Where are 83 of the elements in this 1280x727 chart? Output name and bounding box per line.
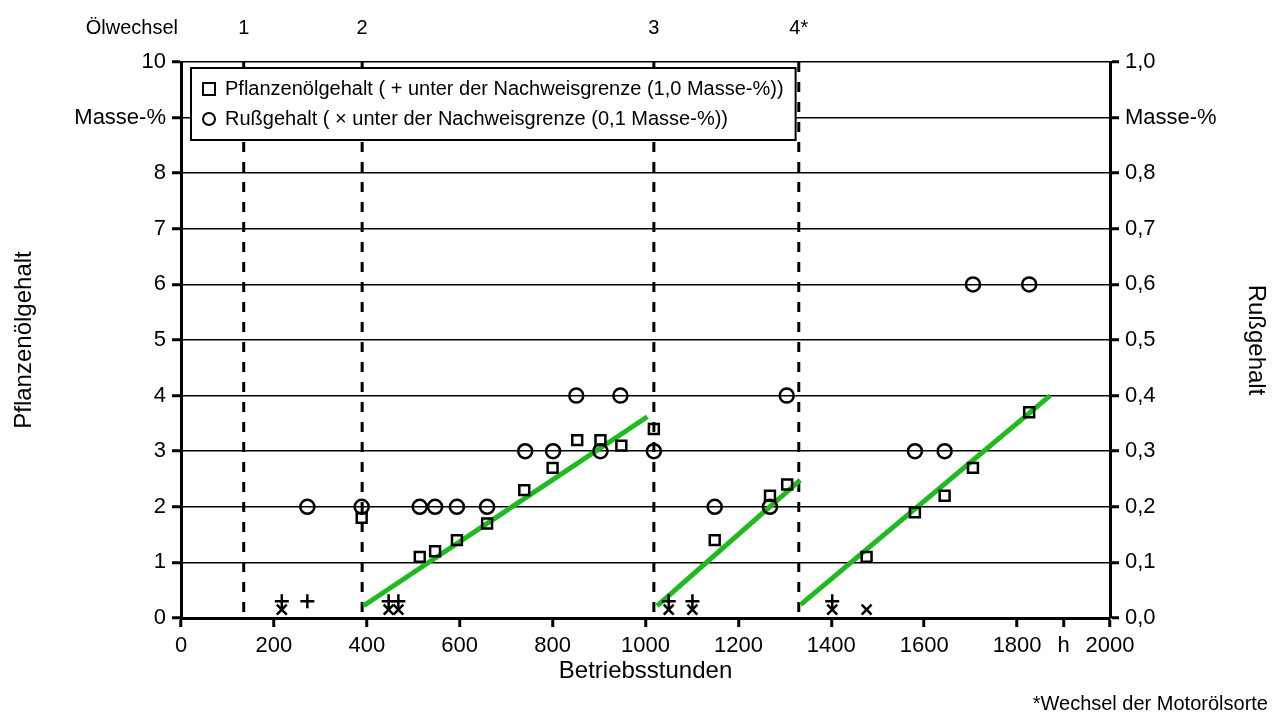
- point: [1022, 406, 1036, 419]
- point: [860, 603, 873, 616]
- y2-tick-label: Masse-%: [1125, 103, 1217, 129]
- text: Ölwechsel: [85, 15, 178, 38]
- x-tick-label: 600: [441, 632, 479, 658]
- point: [908, 506, 922, 519]
- point: [938, 489, 951, 502]
- y2-tick-label: 0,2: [1125, 492, 1156, 518]
- y-tick-label: 3: [153, 437, 166, 463]
- y2-axis-title: Rußgehalt: [1243, 284, 1271, 396]
- point: [571, 433, 584, 447]
- point: [518, 483, 531, 497]
- point: [592, 442, 609, 460]
- x-tick-label: 400: [348, 632, 386, 658]
- x-axis-title: Betriebsstunden: [558, 656, 733, 684]
- y2-tick-label: 0,3: [1125, 437, 1156, 463]
- y-tick-label: 4: [153, 381, 166, 407]
- x-tick-label: h: [1057, 632, 1070, 658]
- text: 2: [356, 15, 368, 38]
- legend-label: Rußgehalt ( × unter der Nachweisgrenze (0,1 Masse-%)): [225, 106, 728, 129]
- point: [299, 498, 316, 516]
- text: 1: [238, 15, 250, 38]
- y-tick-label: 0: [153, 604, 166, 630]
- point: [594, 433, 607, 447]
- y-tick-label: 8: [153, 159, 166, 185]
- y2-tick-label: 0,8: [1125, 159, 1156, 185]
- text: 3: [648, 15, 660, 38]
- point: [1020, 276, 1038, 293]
- y2-tick-label: 1,0: [1125, 48, 1156, 74]
- text: *Wechsel der Motorölsorte: [1032, 691, 1268, 714]
- x-tick-label: 1400: [806, 632, 856, 658]
- point: [426, 498, 444, 516]
- y-tick-label: 1: [153, 548, 166, 574]
- point: [778, 387, 795, 404]
- y2-tick-label: 0,1: [1125, 548, 1156, 574]
- point: [428, 545, 442, 558]
- point: [355, 511, 368, 525]
- point: [966, 461, 980, 475]
- point: [763, 489, 777, 502]
- x-tick-label: 1800: [992, 632, 1042, 658]
- point: [936, 442, 953, 460]
- point: [546, 461, 559, 475]
- y-tick-label: 5: [153, 326, 166, 352]
- x-tick-label: 200: [255, 632, 293, 658]
- point: [516, 442, 534, 460]
- text: 4*: [789, 15, 809, 38]
- point: [780, 478, 794, 491]
- y-axis-title: Pflanzenölgehalt: [9, 250, 37, 429]
- point: [906, 442, 924, 460]
- legend-label: Pflanzenölgehalt ( + unter der Nachweisgrenze (1,0 Masse-%)): [225, 76, 784, 99]
- x-tick-label: 0: [174, 632, 188, 658]
- y-tick-label: 6: [153, 270, 166, 296]
- point: [708, 533, 721, 547]
- y2-tick-label: 0,5: [1125, 326, 1156, 352]
- point: [353, 498, 370, 516]
- point: [568, 387, 585, 404]
- point: [450, 533, 464, 547]
- point: [615, 439, 628, 452]
- x-tick-label: 1000: [621, 632, 670, 658]
- point: [448, 498, 466, 516]
- point: [480, 517, 494, 530]
- x-tick-label: 2000: [1085, 632, 1135, 658]
- x-tick-label: 1200: [713, 632, 763, 658]
- point: [647, 422, 661, 436]
- y-tick-label: 2: [153, 492, 166, 518]
- y2-tick-label: 0,4: [1125, 381, 1156, 407]
- x-tick-label: 800: [534, 632, 571, 658]
- point: [478, 498, 496, 516]
- point: [964, 276, 982, 293]
- point: [544, 442, 562, 460]
- y2-tick-label: 0,0: [1125, 604, 1156, 630]
- point: [645, 442, 663, 460]
- y2-tick-label: 0,7: [1125, 214, 1156, 240]
- point: [706, 498, 723, 516]
- y2-tick-label: 0,6: [1125, 270, 1156, 296]
- point: [612, 387, 629, 404]
- point: [411, 498, 428, 516]
- y-tick-label: 10: [141, 48, 166, 74]
- y-tick-label: Masse-%: [74, 103, 166, 129]
- point: [860, 550, 873, 564]
- y-tick-label: 7: [153, 214, 166, 240]
- point: [413, 550, 426, 564]
- x-tick-label: 1600: [899, 632, 949, 658]
